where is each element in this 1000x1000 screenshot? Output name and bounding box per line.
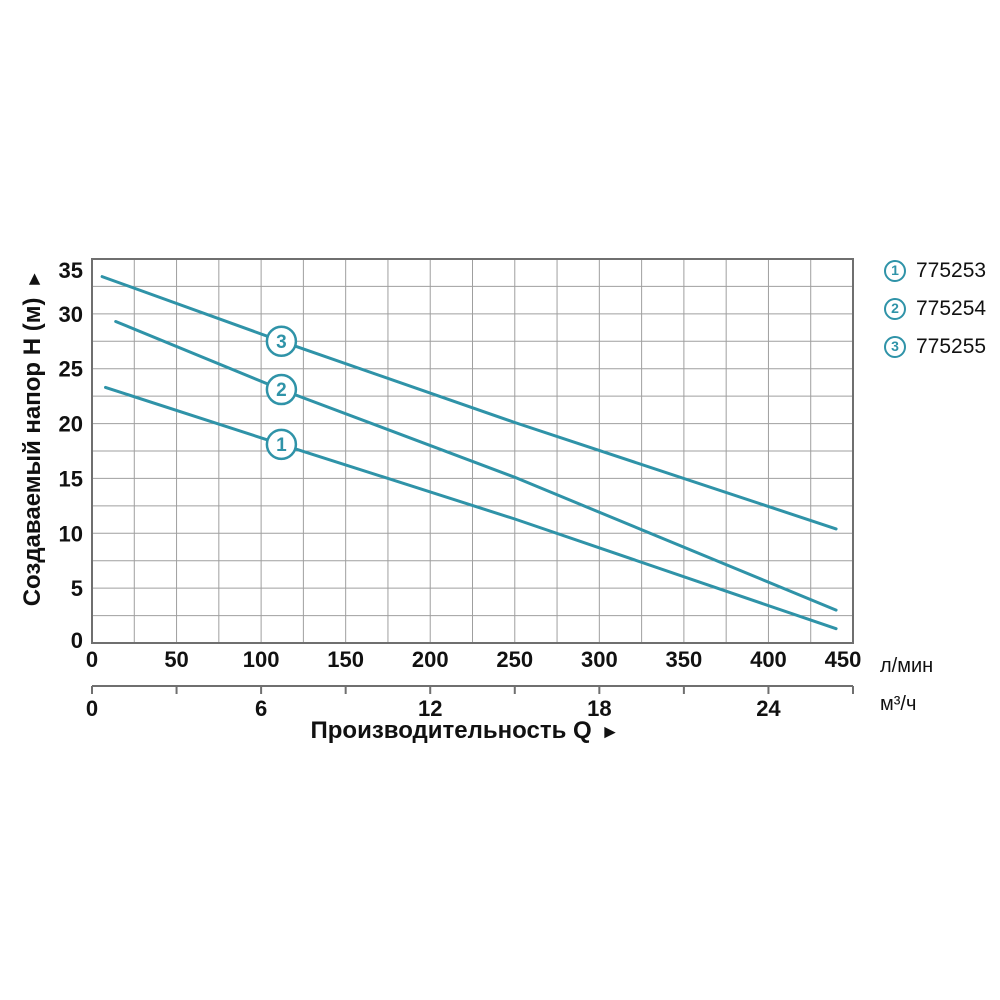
legend-label: 775253 xyxy=(916,259,987,282)
curve-marker-number: 1 xyxy=(276,435,287,456)
x-tick-label-lmin: 100 xyxy=(243,647,280,672)
curve-marker-2: 2 xyxy=(265,373,298,406)
curve-marker-1: 1 xyxy=(265,428,298,461)
curve-775253 xyxy=(104,385,838,631)
legend-label: 775254 xyxy=(916,297,987,320)
y-tick-label: 35 xyxy=(59,258,83,283)
legend-item-775253: 1 775253 xyxy=(884,259,987,282)
y-tick-label: 5 xyxy=(71,576,83,601)
x-tick-label-m3h: 6 xyxy=(255,696,267,721)
x-tick-label-lmin: 150 xyxy=(327,647,364,672)
y-tick-label: 0 xyxy=(71,628,83,653)
x-tick-label-lmin: 200 xyxy=(412,647,449,672)
y-axis-title-text: Создаваемый напор H (м) xyxy=(19,297,46,607)
x-tick-label-m3h: 12 xyxy=(418,696,442,721)
x-tick-label-m3h: 24 xyxy=(756,696,781,721)
secondary-x-axis: 0 6 12 18 24 xyxy=(86,685,854,721)
legend-item-775255: 3 775255 xyxy=(884,335,987,358)
y-tick-label: 25 xyxy=(59,357,83,382)
legend-marker-circle: 3 xyxy=(884,336,906,358)
curve-marker-circle xyxy=(265,428,298,461)
x-tick-label-m3h: 18 xyxy=(587,696,611,721)
legend-marker-circle: 1 xyxy=(884,260,906,282)
y-tick-label: 10 xyxy=(59,521,83,546)
legend: 1 775253 2 775254 3 775255 xyxy=(884,259,987,374)
x-tick-label-lmin: 0 xyxy=(86,647,98,672)
x-tick-label-lmin: 350 xyxy=(666,647,703,672)
x-axis-title-text: Производительность Q xyxy=(310,717,592,744)
x-tick-label-lmin: 50 xyxy=(164,647,188,672)
legend-label: 775255 xyxy=(916,335,987,358)
legend-marker-circle: 2 xyxy=(884,298,906,320)
y-tick-label: 15 xyxy=(59,466,83,491)
curve-marker-circle xyxy=(265,373,298,406)
curve-marker-circle xyxy=(265,325,298,358)
x-tick-label-lmin: 300 xyxy=(581,647,618,672)
x-axis-title: Производительность Q ► xyxy=(165,717,765,745)
curve-marker-number: 2 xyxy=(276,380,287,401)
y-axis-arrow-icon: ► xyxy=(24,269,45,289)
primary-x-unit-label: л/мин xyxy=(880,655,934,677)
y-axis-title: Создаваемый напор H (м) ► xyxy=(19,270,47,607)
x-tick-label-lmin: 250 xyxy=(496,647,533,672)
y-tick-label: 20 xyxy=(59,412,83,437)
secondary-x-unit-label: м³/ч xyxy=(880,693,917,715)
x-tick-label-m3h: 0 xyxy=(86,696,98,721)
grid-lines xyxy=(91,258,854,644)
legend-item-775254: 2 775254 xyxy=(884,297,987,320)
x-tick-label-lmin: 450 xyxy=(825,647,862,672)
curve-marker-number: 3 xyxy=(276,332,287,353)
curve-775254 xyxy=(114,320,838,612)
y-tick-label: 30 xyxy=(59,302,83,327)
curve-775255 xyxy=(100,275,838,531)
x-axis-arrow-icon: ► xyxy=(600,722,620,743)
curve-marker-3: 3 xyxy=(265,325,298,358)
plot-frame xyxy=(91,258,854,644)
x-tick-label-lmin: 400 xyxy=(750,647,787,672)
